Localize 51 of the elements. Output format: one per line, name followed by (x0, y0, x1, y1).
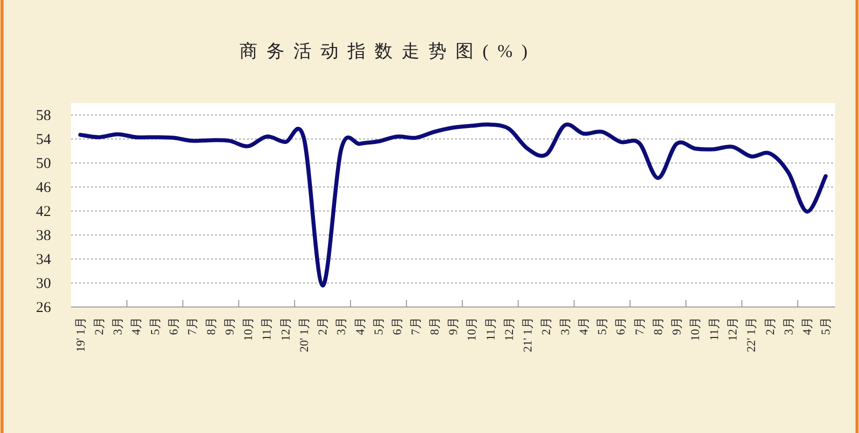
x-tick-label: 3月 (781, 317, 796, 335)
x-tick-label: 8月 (204, 317, 218, 335)
x-tick-label: 4月 (576, 317, 590, 335)
x-tick-label: 11月 (706, 317, 721, 341)
x-tick-label: 12月 (726, 317, 740, 341)
x-tick-label: 10月 (241, 317, 256, 341)
x-tick-label: 21' 1月 (520, 317, 535, 352)
x-tick-label: 8月 (427, 317, 442, 335)
y-tick-label: 54 (36, 132, 52, 148)
y-tick-label: 30 (36, 276, 51, 292)
x-tick-label: 7月 (408, 317, 423, 335)
x-tick-label: 3月 (334, 317, 348, 335)
x-tick-label: 7月 (185, 317, 200, 335)
y-tick-label: 42 (36, 204, 51, 220)
x-tick-label: 11月 (260, 317, 274, 341)
x-tick-label: 5月 (818, 317, 833, 335)
x-tick-label: 5月 (148, 317, 162, 335)
x-tick-label: 12月 (502, 317, 516, 341)
x-tick-label: 6月 (614, 317, 628, 335)
x-tick-label: 6月 (390, 317, 404, 335)
y-tick-label: 46 (36, 180, 52, 196)
x-tick-label: 9月 (670, 317, 684, 335)
x-tick-label: 4月 (129, 317, 144, 335)
x-tick-label: 19' 1月 (73, 317, 88, 352)
x-tick-label: 9月 (446, 317, 460, 335)
x-tick-label: 3月 (558, 317, 572, 335)
y-tick-label: 34 (36, 252, 52, 268)
y-tick-label: 38 (36, 228, 51, 244)
x-tick-label: 9月 (222, 317, 236, 335)
y-tick-label: 58 (36, 108, 51, 124)
x-tick-label: 4月 (352, 317, 367, 335)
x-tick-label: 11月 (483, 317, 498, 341)
x-tick-label: 22' 1月 (744, 317, 758, 352)
x-tick-label: 4月 (800, 317, 814, 335)
x-tick-label: 20' 1月 (296, 317, 311, 352)
x-tick-label: 3月 (110, 317, 125, 335)
x-tick-label: 10月 (688, 317, 702, 341)
x-tick-label: 10月 (464, 317, 479, 341)
chart-title: 商务活动指数走势图(%) (240, 41, 536, 61)
x-tick-label: 2月 (539, 317, 554, 335)
x-tick-label: 2月 (762, 317, 777, 335)
x-tick-label: 2月 (92, 317, 106, 335)
y-tick-label: 26 (36, 300, 52, 316)
x-tick-label: 12月 (278, 317, 292, 341)
y-tick-label: 50 (36, 156, 51, 172)
x-tick-label: 8月 (650, 317, 665, 335)
x-tick-label: 2月 (316, 317, 330, 335)
x-tick-label: 7月 (632, 317, 646, 335)
x-tick-label: 6月 (166, 317, 180, 335)
x-tick-label: 5月 (595, 317, 610, 335)
x-tick-label: 5月 (371, 317, 386, 335)
